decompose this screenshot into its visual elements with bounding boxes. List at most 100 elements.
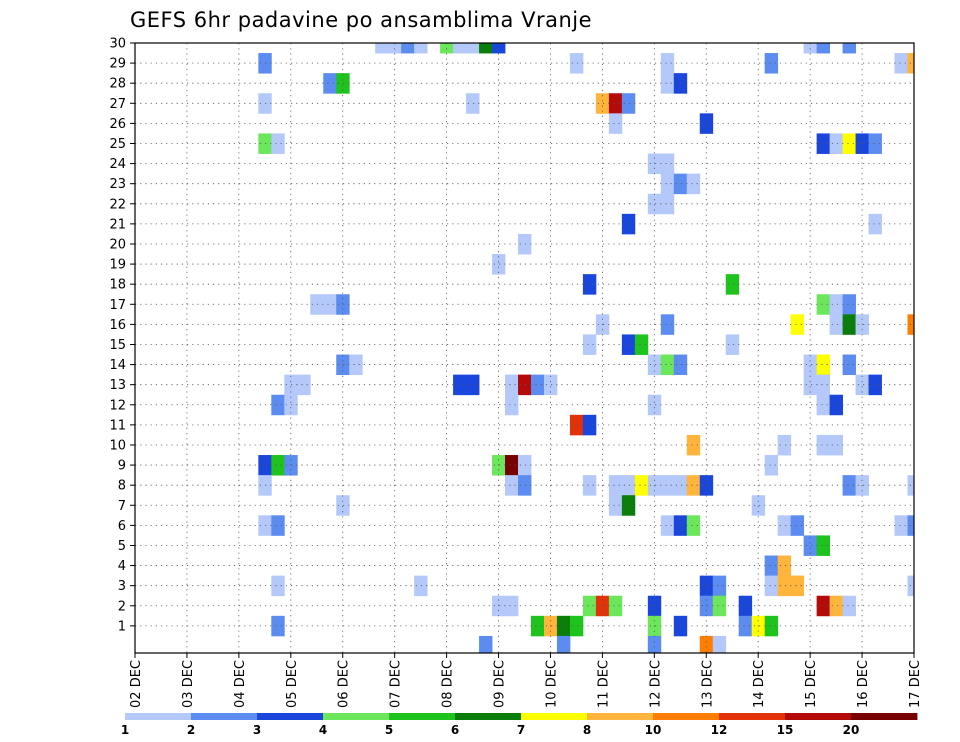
x-tick-label: 11 DEC	[596, 660, 611, 708]
x-tick-label: 17 DEC	[908, 660, 923, 708]
heatmap-cell	[505, 374, 519, 396]
heatmap-cell	[816, 374, 831, 396]
legend-label: 15	[777, 723, 794, 737]
heatmap-cell	[492, 595, 506, 617]
legend-swatch	[257, 713, 324, 720]
heatmap-cell	[660, 475, 675, 496]
legend-label: 7	[517, 723, 525, 737]
heatmap-cell	[479, 43, 493, 54]
y-tick-label: 22	[109, 197, 126, 212]
legend-label: 2	[187, 723, 195, 737]
heatmap-cell	[453, 43, 467, 54]
y-tick-label: 2	[118, 599, 126, 614]
heatmap-cell	[271, 615, 285, 637]
heatmap-cell	[803, 374, 818, 396]
heatmap-cell	[647, 354, 662, 376]
heatmap-cell	[816, 133, 831, 154]
y-tick-label: 1	[118, 619, 126, 634]
x-axis-ticks: 02 DEC 03 DEC 04 DEC 05 DEC 06 DEC 07 DEC 08 D…	[129, 653, 923, 708]
heatmap-cell	[699, 595, 714, 617]
y-tick-label: 21	[109, 217, 126, 232]
heatmap-cell	[271, 394, 285, 416]
legend-swatch	[323, 713, 390, 720]
x-tick-label: 14 DEC	[752, 660, 767, 708]
legend-label: 6	[451, 723, 459, 737]
heatmap-cell	[842, 314, 856, 335]
x-tick-label: 04 DEC	[233, 660, 248, 708]
heatmap-cell	[660, 314, 675, 335]
y-tick-label: 27	[109, 97, 126, 112]
legend-label: 5	[385, 723, 393, 737]
heatmap-cell	[349, 354, 363, 376]
y-tick-label: 3	[118, 579, 126, 594]
heatmap-cell	[621, 213, 636, 235]
legend-swatch	[191, 713, 258, 720]
x-tick-label: 16 DEC	[856, 660, 871, 708]
heatmap-cell	[608, 93, 623, 114]
x-tick-label: 03 DEC	[181, 660, 196, 708]
heatmap-cell	[712, 575, 727, 597]
heatmap-cell	[466, 93, 480, 114]
heatmap-cell	[621, 93, 636, 114]
heatmap-cell	[336, 354, 350, 376]
x-tick-label: 15 DEC	[804, 660, 819, 708]
heatmap-cell	[725, 274, 740, 295]
heatmap-cell	[660, 173, 675, 195]
heatmap-cell	[518, 475, 532, 496]
heatmap-cell	[686, 434, 701, 456]
y-tick-label: 11	[109, 418, 126, 433]
heatmap-cell	[660, 53, 675, 74]
heatmap-cell	[401, 43, 415, 54]
heatmap-cell	[518, 233, 532, 255]
y-tick-label: 19	[109, 258, 126, 273]
y-tick-label: 10	[109, 438, 126, 453]
heatmap-cell	[712, 635, 727, 654]
y-tick-label: 30	[109, 37, 126, 52]
y-tick-label: 24	[109, 157, 126, 172]
heatmap-cell	[829, 133, 843, 154]
heatmap-cell	[466, 43, 480, 54]
legend-label: 4	[319, 723, 327, 737]
legend-label: 20	[843, 723, 860, 737]
x-tick-label: 05 DEC	[285, 660, 300, 708]
grid-lines	[135, 43, 914, 653]
heatmap-cell	[868, 133, 882, 154]
heatmap-cell	[699, 575, 714, 597]
heatmap-cell	[569, 414, 584, 436]
y-tick-label: 13	[109, 378, 126, 393]
heatmap-cell	[323, 73, 337, 94]
heatmap-cell	[842, 595, 856, 617]
heatmap-cells	[258, 43, 915, 654]
heatmap-cell	[556, 615, 571, 637]
heatmap-cell	[816, 535, 831, 556]
heatmap-cell	[699, 113, 714, 134]
heatmap-cell	[790, 314, 805, 335]
heatmap-cell	[271, 133, 285, 154]
heatmap-cell	[764, 455, 779, 476]
heatmap-cell	[453, 374, 467, 396]
heatmap-cell	[608, 475, 623, 496]
y-tick-label: 29	[109, 57, 126, 72]
y-tick-label: 26	[109, 117, 126, 132]
heatmap-cell	[816, 394, 831, 416]
legend-label: 12	[711, 723, 728, 737]
heatmap-cell	[855, 374, 869, 396]
y-tick-label: 18	[109, 278, 126, 293]
heatmap-cell	[894, 515, 908, 536]
y-tick-label: 16	[109, 318, 126, 333]
heatmap-cell	[829, 394, 843, 416]
y-tick-label: 5	[118, 539, 126, 554]
heatmap-cell	[647, 635, 662, 654]
legend-swatch	[455, 713, 522, 720]
x-tick-label: 10 DEC	[545, 660, 560, 708]
heatmap-cell	[868, 213, 882, 235]
heatmap-cell	[608, 495, 623, 516]
heatmap-cell	[673, 173, 688, 195]
x-tick-label: 02 DEC	[129, 660, 144, 708]
heatmap-cell	[271, 575, 285, 597]
heatmap-cell	[764, 53, 779, 74]
heatmap-cell	[323, 294, 337, 315]
y-tick-label: 4	[118, 559, 126, 574]
heatmap-cell	[803, 535, 818, 556]
heatmap-cell	[647, 193, 662, 215]
